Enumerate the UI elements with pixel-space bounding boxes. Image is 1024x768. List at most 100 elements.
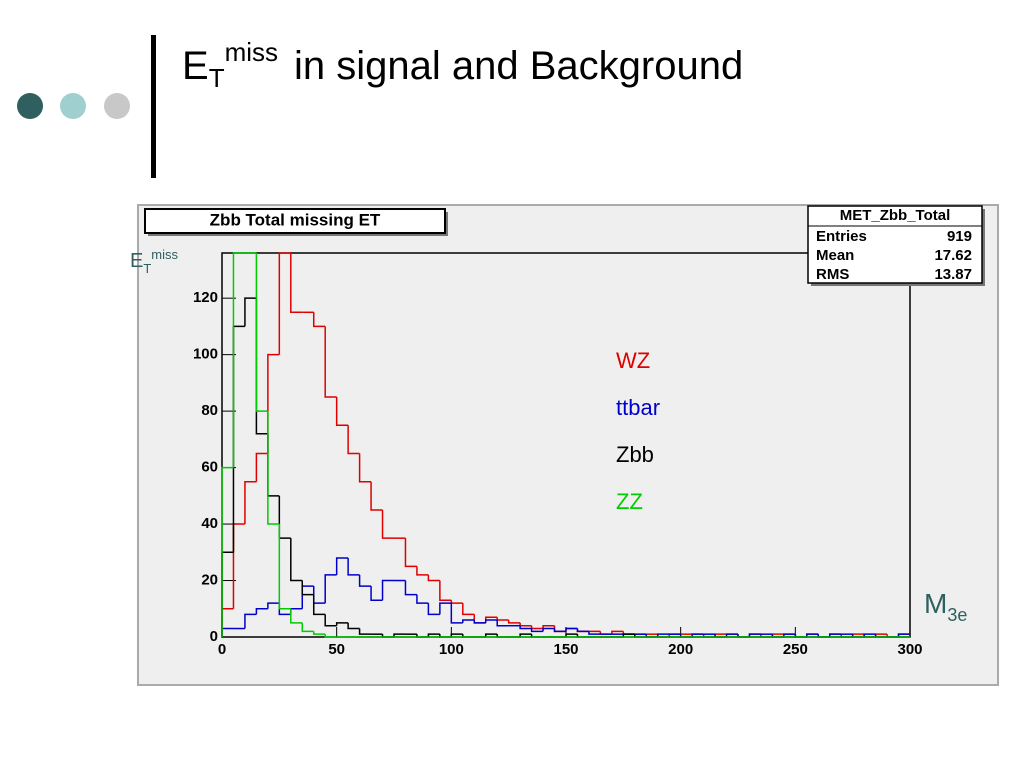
y-tick-label: 0 [210, 628, 218, 645]
histogram-step [278, 252, 291, 355]
x-tick-label: 50 [328, 641, 345, 658]
stats-value: 919 [947, 228, 972, 245]
y-tick-label: 100 [193, 346, 218, 363]
histogram-step [416, 566, 429, 576]
histogram-step [565, 633, 578, 637]
plot: 0 50 100 150 200 250 300 0 20 40 60 80 100 120 WZ ttbar… [193, 252, 923, 658]
histogram-step [806, 633, 819, 637]
histogram-step [725, 633, 738, 637]
histogram-step [427, 603, 440, 616]
histogram-step [576, 628, 589, 633]
legend-entry: ttbar [616, 395, 660, 420]
histogram-step [381, 579, 394, 601]
histogram-step [244, 297, 257, 327]
title-box [144, 208, 446, 234]
bullet [104, 93, 130, 119]
histogram-step [267, 602, 280, 609]
histogram-step [312, 312, 326, 328]
histogram-step [244, 480, 257, 525]
histogram-step [221, 466, 234, 637]
histogram-step [656, 633, 670, 637]
histogram-step [290, 253, 303, 314]
histogram-step [324, 634, 337, 638]
legend-entry: Zbb [616, 442, 654, 467]
x-axis-label: M3e [924, 588, 967, 624]
histogram-step [358, 574, 372, 587]
bullet [17, 93, 43, 119]
histogram-step [473, 620, 486, 624]
histogram-step [427, 574, 440, 582]
histogram-step [519, 625, 532, 630]
stats-value: 17.62 [934, 247, 972, 264]
histogram-step [232, 252, 245, 468]
y-tick-label: 20 [201, 571, 218, 588]
histogram-step [347, 425, 360, 455]
histogram-step [358, 453, 372, 483]
histogram-step [267, 411, 280, 525]
histogram-step [530, 628, 544, 633]
histogram-step [542, 624, 555, 629]
y-tick-label: 80 [201, 402, 218, 419]
histogram-step [301, 580, 314, 596]
histogram-step [462, 603, 475, 616]
histogram-step [507, 620, 521, 624]
y-tick-label: 120 [193, 289, 218, 306]
stats-label: Mean [816, 247, 854, 264]
histogram-step [496, 620, 509, 627]
histogram-step [244, 613, 257, 629]
histogram-step [381, 509, 394, 539]
histogram-step [484, 633, 498, 637]
histogram-step [519, 633, 532, 637]
histogram-step [393, 633, 406, 637]
histogram-step [450, 603, 463, 624]
histogram-step [324, 326, 337, 398]
histogram-step [863, 633, 876, 637]
y-axis-label: ETmiss [130, 247, 179, 276]
histogram-step [290, 608, 303, 624]
histogram-step [783, 633, 796, 637]
stats-label: RMS [816, 266, 849, 283]
histogram-step [335, 397, 349, 426]
histogram-step [347, 557, 360, 576]
stats-name: MET_Zbb_Total [840, 207, 951, 224]
x-tick-label: 300 [897, 641, 922, 658]
histogram-step [439, 602, 452, 615]
histogram-step [312, 594, 326, 616]
histogram-step [565, 627, 578, 632]
histogram-step [611, 630, 624, 635]
histogram-step [335, 557, 349, 575]
slide-title: ETmiss in signal and Background [182, 37, 743, 93]
histogram-step [255, 608, 268, 615]
histogram-step [542, 627, 555, 632]
y-tick-label: 40 [201, 515, 218, 532]
histogram-step [301, 622, 314, 633]
histogram-step [370, 481, 383, 511]
histogram-step [427, 633, 440, 637]
histogram-step [588, 631, 601, 635]
stats-label: Entries [816, 228, 867, 245]
histogram-step [324, 574, 337, 604]
stats-box: MET_Zbb_Total Entries 919 Mean 17.62 RMS 13.87 [807, 205, 985, 286]
divider [151, 35, 156, 178]
histogram-step [255, 452, 268, 482]
histogram-step [404, 538, 417, 568]
histogram-step [347, 622, 360, 630]
chart-title: Zbb Total missing ET [210, 210, 381, 229]
histogram-step [416, 594, 429, 604]
histogram-step [312, 631, 326, 635]
legend-entry: WZ [616, 348, 650, 373]
histogram-step [335, 622, 349, 626]
histogram-step [897, 633, 910, 637]
histogram-step [691, 633, 704, 637]
stats-frame [807, 205, 983, 284]
histogram-step [622, 633, 635, 637]
x-tick-label: 250 [783, 641, 808, 658]
bullet [60, 93, 86, 119]
histogram-step [278, 524, 291, 610]
x-tick-label: 200 [668, 641, 693, 658]
x-tick-label: 100 [439, 641, 464, 658]
histogram-step [290, 538, 303, 582]
histogram-step [404, 580, 417, 596]
histogram-step [370, 586, 383, 602]
histogram-step [748, 633, 761, 637]
